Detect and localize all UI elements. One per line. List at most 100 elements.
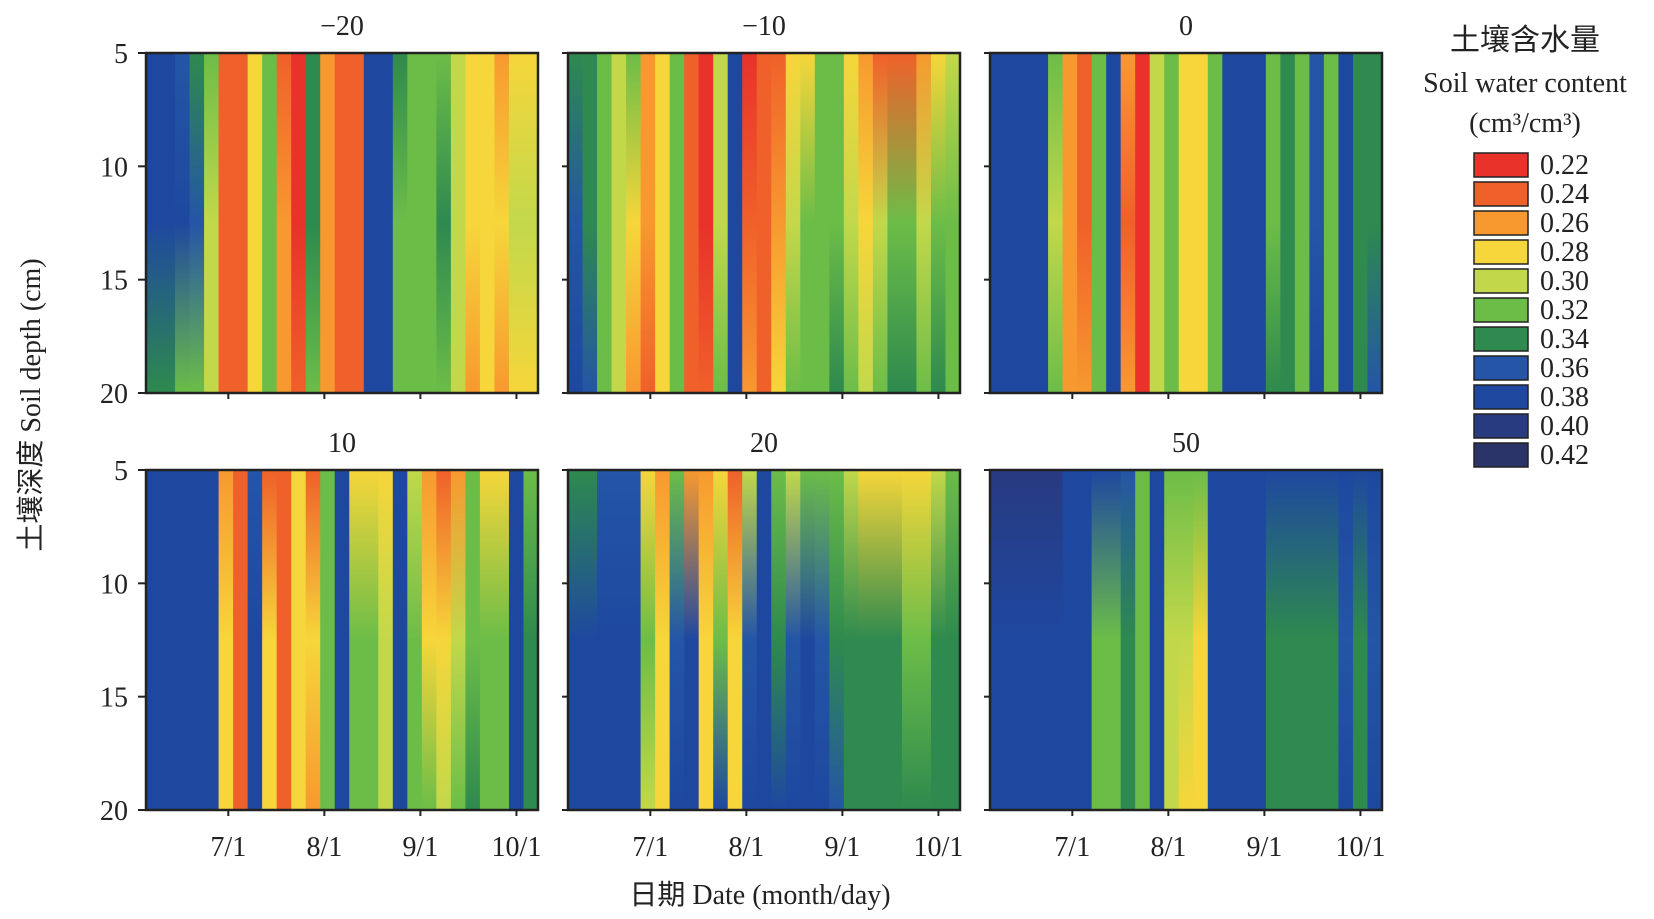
legend-swatch (1473, 355, 1529, 381)
heatmap-cell (872, 470, 889, 810)
heatmap-cell (233, 53, 249, 393)
heatmap-cell (887, 470, 903, 810)
heatmap-cell (771, 470, 787, 810)
heatmap-cell (1265, 53, 1281, 393)
heatmap-cell (523, 470, 539, 810)
heatmap-cell (611, 470, 627, 810)
heatmap-cell (597, 470, 613, 810)
heatmap-cell (669, 470, 685, 810)
panel-title: 50 (1172, 428, 1200, 459)
heatmap-cell (582, 470, 598, 810)
heatmap-cell (189, 470, 205, 810)
heatmap-cell (146, 470, 162, 810)
heatmap-cell (655, 470, 671, 810)
heatmap-cell (1062, 53, 1078, 393)
heatmap-cell (1367, 53, 1383, 393)
y-tick-label: 20 (100, 796, 128, 827)
heatmap-cell (1062, 470, 1078, 810)
heatmap-cell (1367, 470, 1383, 810)
y-axis-label: 土壤深度 Soil depth (cm) (15, 258, 47, 551)
heatmap-cell (669, 53, 685, 393)
panel-title: −20 (320, 11, 364, 42)
heatmap-cell (626, 470, 642, 810)
legend-swatch (1473, 181, 1529, 207)
heatmap-cell (568, 470, 584, 810)
panel-frame (144, 51, 540, 395)
heatmap-cell (218, 53, 234, 393)
panel-frame (144, 468, 540, 812)
heatmap-cell (916, 53, 932, 393)
heatmap-cell (713, 53, 729, 393)
heatmap-cell (655, 53, 671, 393)
heatmap-cell (814, 470, 830, 810)
heatmap-cell (1106, 53, 1122, 393)
y-tick-label: 15 (100, 683, 128, 714)
heatmap-cell (582, 53, 598, 393)
heatmap-cell (785, 53, 801, 393)
x-tick-label: 9/1 (1247, 832, 1283, 863)
heatmap-cell (320, 470, 336, 810)
panel-6: 50 7/1 8/1 9/1 10/1 (984, 428, 1385, 863)
heatmap-cell (800, 470, 816, 810)
heatmap-cell (320, 53, 336, 393)
heatmap-cell (407, 470, 423, 810)
heatmap-cell (858, 470, 874, 810)
x-tick-label: 8/1 (1150, 832, 1186, 863)
heatmap-cell (742, 53, 758, 393)
panel-frame (988, 468, 1384, 812)
heatmap-cell (276, 53, 292, 393)
heatmap-cell (1077, 470, 1093, 810)
heatmap-cell (436, 470, 452, 810)
heatmap-cell (204, 470, 220, 810)
heatmap-cell (1236, 53, 1252, 393)
panel-frame (566, 468, 962, 812)
heatmap-cell (990, 470, 1006, 810)
heatmap-cell (990, 53, 1006, 393)
heatmap-cell (1352, 53, 1369, 393)
heatmap-cell (1294, 470, 1311, 810)
heatmap-cell (1207, 470, 1223, 810)
heatmap-cell (771, 53, 787, 393)
heatmap-cell (1323, 470, 1340, 810)
heatmap-cell (727, 470, 743, 810)
heatmap-cell (1280, 470, 1296, 810)
legend: 土壤含水量 Soil water content (cm³/cm³) 0.220.24… (1423, 24, 1627, 471)
legend-swatch (1473, 268, 1529, 294)
heatmap-cell (450, 53, 467, 393)
heatmap-cell (800, 53, 816, 393)
heatmap-cell (930, 470, 947, 810)
y-tick-label: 5 (114, 39, 128, 70)
heatmap-cell (1091, 53, 1107, 393)
heatmap-cell (1033, 53, 1049, 393)
legend-swatch (1473, 210, 1529, 236)
x-tick-label: 9/1 (825, 832, 861, 863)
legend-swatch (1473, 413, 1529, 439)
legend-label: 0.34 (1540, 324, 1589, 355)
heatmap-cell (1207, 53, 1223, 393)
x-tick-label: 7/1 (632, 832, 668, 863)
panels: −20 5 10 15 20 −10 0 10 5 10 15 20 7/1 8/1 9/1 10/1 20 7/… (100, 11, 1385, 863)
heatmap-cell (1120, 470, 1136, 810)
panel-3: 0 (984, 11, 1384, 399)
heatmap-cell (349, 470, 365, 810)
heatmap-cell (247, 470, 263, 810)
legend-label: 0.38 (1540, 382, 1589, 413)
heatmap-cell (1164, 53, 1180, 393)
heatmap-cell (189, 53, 205, 393)
heatmap-cell (742, 470, 758, 810)
heatmap-cell (597, 53, 613, 393)
heatmap-cell (843, 53, 859, 393)
heatmap-cell (611, 53, 627, 393)
heatmap-cell (1178, 53, 1194, 393)
heatmap-cell (814, 53, 830, 393)
heatmap-cell (508, 470, 525, 810)
panel-title: 20 (750, 428, 778, 459)
heatmap-cell (421, 470, 437, 810)
heatmap-cell (626, 53, 642, 393)
heatmap-cell (1280, 53, 1296, 393)
heatmap-cell (1309, 53, 1325, 393)
heatmap-cell (1135, 470, 1151, 810)
legend-label: 0.32 (1540, 295, 1589, 326)
panel-2: −10 (562, 11, 962, 399)
